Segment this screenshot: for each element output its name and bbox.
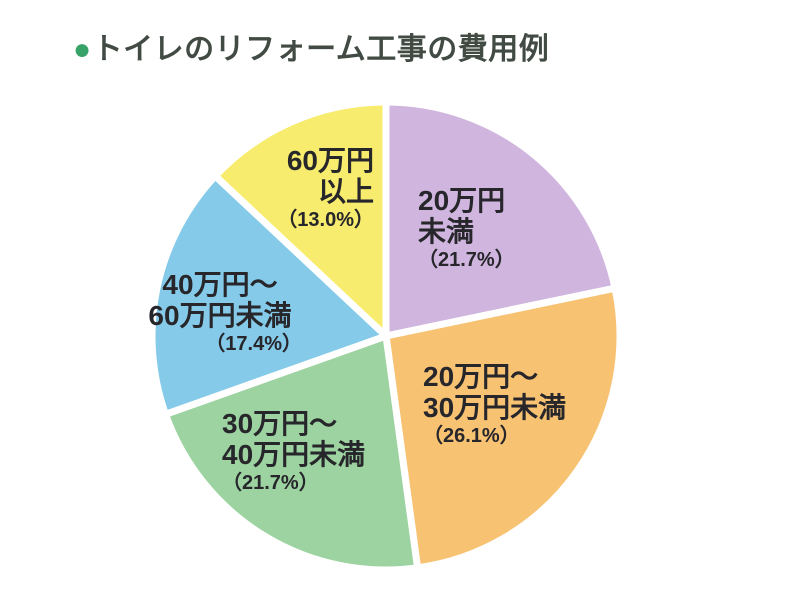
slice-label-line: 60万円未満 bbox=[148, 300, 292, 331]
pie-label-over-600k: 60万円 以上 （13.0%） bbox=[270, 145, 374, 233]
pie-slice-3 bbox=[148, 172, 390, 418]
slice-percent-label: （26.1%） bbox=[423, 425, 520, 447]
slice-percent-label: （13.0%） bbox=[277, 209, 374, 231]
pie-slice-4 bbox=[211, 98, 390, 340]
title-bullet-icon: ● bbox=[73, 33, 92, 66]
slice-label-line: 20万円 bbox=[418, 185, 506, 216]
pie-label-under-200k: 20万円 未満 （21.7%） bbox=[418, 185, 515, 273]
slice-label-line: 40万円～ bbox=[162, 269, 278, 300]
pie-slice-1 bbox=[382, 284, 624, 572]
chart-title: ●トイレのリフォーム工事の費用例 bbox=[73, 24, 549, 68]
slice-label-line: 30万円未満 bbox=[423, 392, 567, 423]
pie-label-300k-400k: 30万円～ 40万円未満 （21.7%） bbox=[222, 408, 365, 496]
slice-percent-label: （21.7%） bbox=[418, 249, 515, 271]
slice-percent-label: （17.4%） bbox=[205, 333, 302, 355]
chart-title-text: トイレのリフォーム工事の費用例 bbox=[92, 33, 550, 66]
slice-percent-label: （21.7%） bbox=[222, 472, 319, 494]
slice-label-line: 40万円未満 bbox=[222, 439, 366, 470]
pie-label-400k-600k: 40万円～ 60万円未満 （17.4%） bbox=[128, 269, 312, 357]
slice-label-line: 以上 bbox=[317, 176, 374, 207]
slice-label-line: 20万円～ bbox=[423, 361, 539, 392]
slice-label-line: 未満 bbox=[418, 216, 475, 247]
slice-label-line: 60万円 bbox=[286, 145, 374, 176]
pie-slice-0 bbox=[382, 98, 619, 340]
slice-label-line: 30万円～ bbox=[222, 408, 338, 439]
pie-label-200k-300k: 20万円～ 30万円未満 （26.1%） bbox=[423, 361, 566, 449]
